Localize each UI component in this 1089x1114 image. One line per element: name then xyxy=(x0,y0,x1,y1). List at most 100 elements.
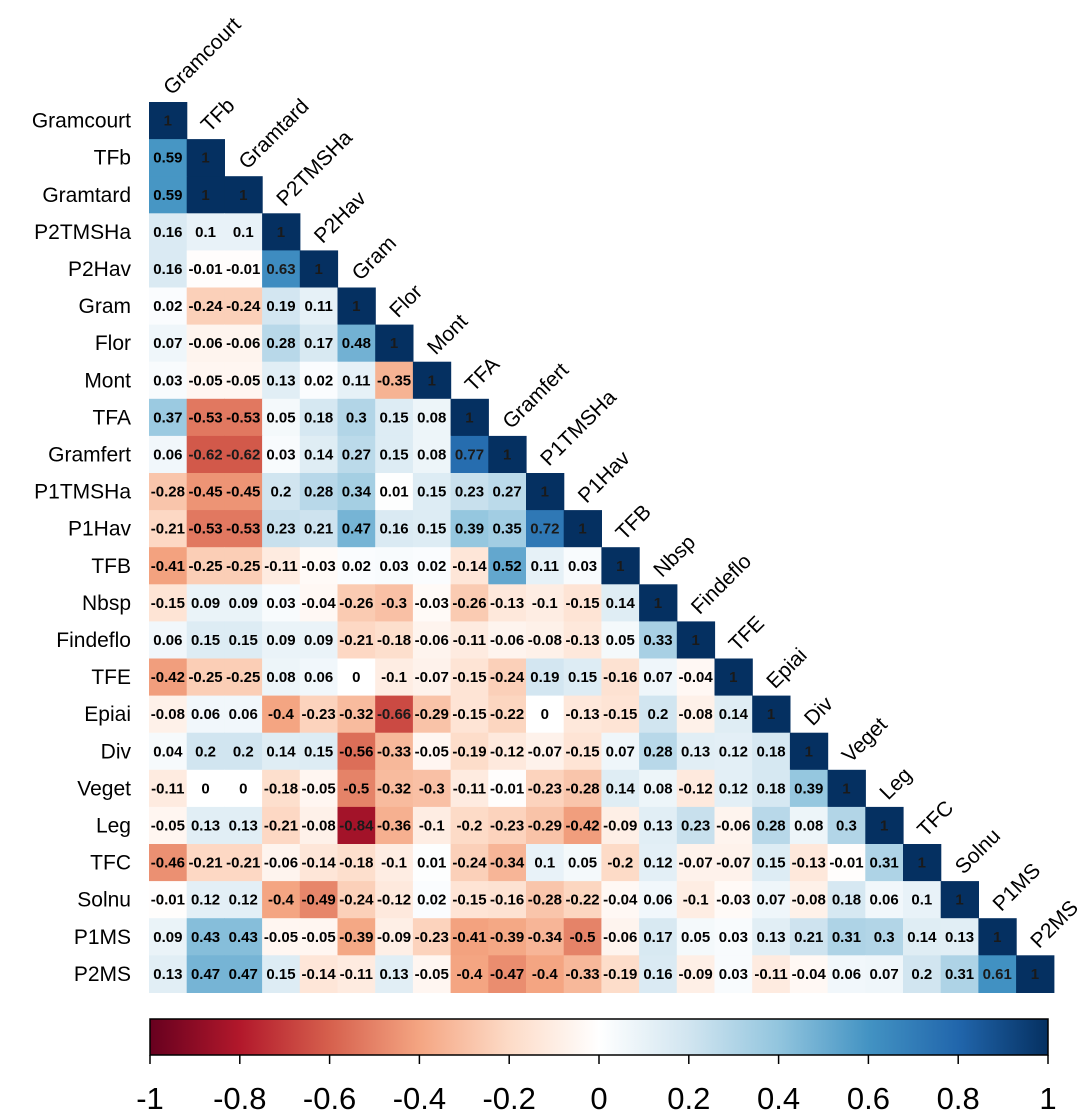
cell-leg-gramcourt xyxy=(149,806,188,845)
cell-value-label: -0.24 xyxy=(452,855,487,872)
cell-value-label: 0.39 xyxy=(455,521,484,538)
cell-value-label: 1 xyxy=(691,632,699,649)
cell-p1ms-p1tmsha xyxy=(526,918,565,956)
cell-value-label: -0.56 xyxy=(339,743,373,760)
cell-value-label: 0.31 xyxy=(832,929,861,946)
cell-value-label: 1 xyxy=(503,446,511,463)
cell-solnu-veget xyxy=(827,881,866,919)
cell-value-label: -0.16 xyxy=(603,669,637,686)
cell-value-label: -0.05 xyxy=(264,929,298,946)
cell-value-label: -0.01 xyxy=(226,261,260,278)
cell-value-label: -0.13 xyxy=(490,595,524,612)
cell-value-label: -0.13 xyxy=(565,706,599,723)
cell-value-label: 0.01 xyxy=(379,484,408,501)
cell-value-label: -0.4 xyxy=(457,966,484,983)
cell-leg-leg xyxy=(865,806,904,845)
cell-value-label: -0.06 xyxy=(716,817,750,834)
cell-value-label: 1 xyxy=(428,372,436,389)
cell-p1ms-flor xyxy=(375,918,414,956)
cell-value-label: -0.13 xyxy=(565,632,599,649)
cell-value-label: 0.16 xyxy=(643,966,672,983)
cell-tfb-gramcourt xyxy=(149,547,188,585)
cell-p1tmsha-p1tmsha xyxy=(526,473,565,511)
cell-solnu-p1hav xyxy=(563,881,602,919)
cell-value-label: 1 xyxy=(955,892,963,909)
cell-p2ms-tfa xyxy=(450,955,489,993)
cell-value-label: -0.21 xyxy=(339,632,373,649)
cell-p1ms-solnu xyxy=(940,918,979,956)
cell-value-label: 0.47 xyxy=(342,521,371,538)
cell-value-label: 0.28 xyxy=(304,484,333,501)
cell-value-label: -0.08 xyxy=(151,706,185,723)
cell-value-label: -0.05 xyxy=(302,929,336,946)
cell-value-label: 0.13 xyxy=(643,817,672,834)
cell-value-label: -0.09 xyxy=(603,817,637,834)
cell-findeflo-gram xyxy=(337,621,376,660)
cell-value-label: 0.28 xyxy=(266,335,295,352)
cell-p1ms-epiai xyxy=(752,918,791,956)
cell-solnu-solnu xyxy=(940,881,979,919)
cell-value-label: 0 xyxy=(352,669,360,686)
cell-value-label: 0.08 xyxy=(643,780,672,797)
cell-tfa-tfb xyxy=(186,398,225,437)
row-label-gramtard: Gramtard xyxy=(42,184,131,207)
column-label-gramfert: Gramfert xyxy=(498,358,573,433)
cell-veget-gramtard xyxy=(224,769,263,808)
cell-value-label: -0.05 xyxy=(226,372,260,389)
cell-solnu-gram xyxy=(337,881,376,919)
cell-div-flor xyxy=(375,732,414,771)
cell-p2tmsha-p2tmsha xyxy=(262,213,301,251)
cell-value-label: 0.47 xyxy=(191,966,220,983)
cell-gramfert-gram xyxy=(337,435,376,474)
cell-value-label: 0.16 xyxy=(153,261,182,278)
cell-value-label: 0.13 xyxy=(153,966,182,983)
cell-value-label: -0.3 xyxy=(419,780,445,797)
cell-solnu-leg xyxy=(865,881,904,919)
row-label-nbsp: Nbsp xyxy=(82,592,131,615)
cell-div-p2hav xyxy=(299,732,339,771)
cell-value-label: 0.1 xyxy=(534,855,555,872)
cell-value-label: -0.66 xyxy=(377,706,411,723)
cell-value-label: 0.07 xyxy=(643,669,672,686)
cell-value-label: 1 xyxy=(729,669,737,686)
cell-veget-mont xyxy=(412,769,452,808)
cell-p1ms-p2tmsha xyxy=(262,918,301,956)
cell-value-label: 1 xyxy=(277,224,285,241)
cell-value-label: 0.02 xyxy=(304,372,333,389)
cell-tfa-mont xyxy=(412,398,452,437)
cell-value-label: -0.4 xyxy=(532,966,559,983)
cell-value-label: -0.49 xyxy=(302,892,336,909)
colorbar-tick-label: 0.6 xyxy=(847,1081,890,1114)
cell-value-label: 1 xyxy=(164,113,172,130)
cell-value-label: -0.21 xyxy=(264,817,298,834)
cell-div-tfa xyxy=(450,732,489,771)
cell-value-label: 0.13 xyxy=(191,817,220,834)
cell-p2ms-mont xyxy=(412,955,452,993)
cell-value-label: -0.21 xyxy=(151,521,185,538)
cell-value-label: 1 xyxy=(578,521,586,538)
cell-epiai-findeflo xyxy=(676,695,716,734)
cell-value-label: -0.01 xyxy=(490,780,524,797)
row-label-div: Div xyxy=(101,740,132,763)
cell-value-label: -0.33 xyxy=(565,966,599,983)
cell-value-label: -0.26 xyxy=(452,595,486,612)
cell-p1ms-nbsp xyxy=(639,918,678,956)
cell-value-label: -0.5 xyxy=(570,929,596,946)
cell-p1tmsha-gramfert xyxy=(488,473,527,511)
cell-findeflo-findeflo xyxy=(676,621,716,660)
column-label-tfb: TFB xyxy=(612,500,656,544)
cell-tfc-tfa xyxy=(450,844,489,882)
cell-div-p1tmsha xyxy=(526,732,565,771)
cell-value-label: -0.09 xyxy=(679,966,713,983)
cell-value-label: -0.1 xyxy=(419,817,445,834)
cell-p1ms-tfb xyxy=(186,918,225,956)
cell-value-label: 0.12 xyxy=(719,780,748,797)
cell-div-tfb xyxy=(186,732,225,771)
cell-tfa-gramcourt xyxy=(149,398,188,437)
cell-p1tmsha-gram xyxy=(337,473,376,511)
cell-flor-p2hav xyxy=(299,324,339,363)
cell-leg-div xyxy=(789,806,829,845)
cell-value-label: -0.4 xyxy=(268,892,295,909)
cell-value-label: 0.3 xyxy=(874,929,895,946)
cell-value-label: -0.23 xyxy=(302,706,336,723)
